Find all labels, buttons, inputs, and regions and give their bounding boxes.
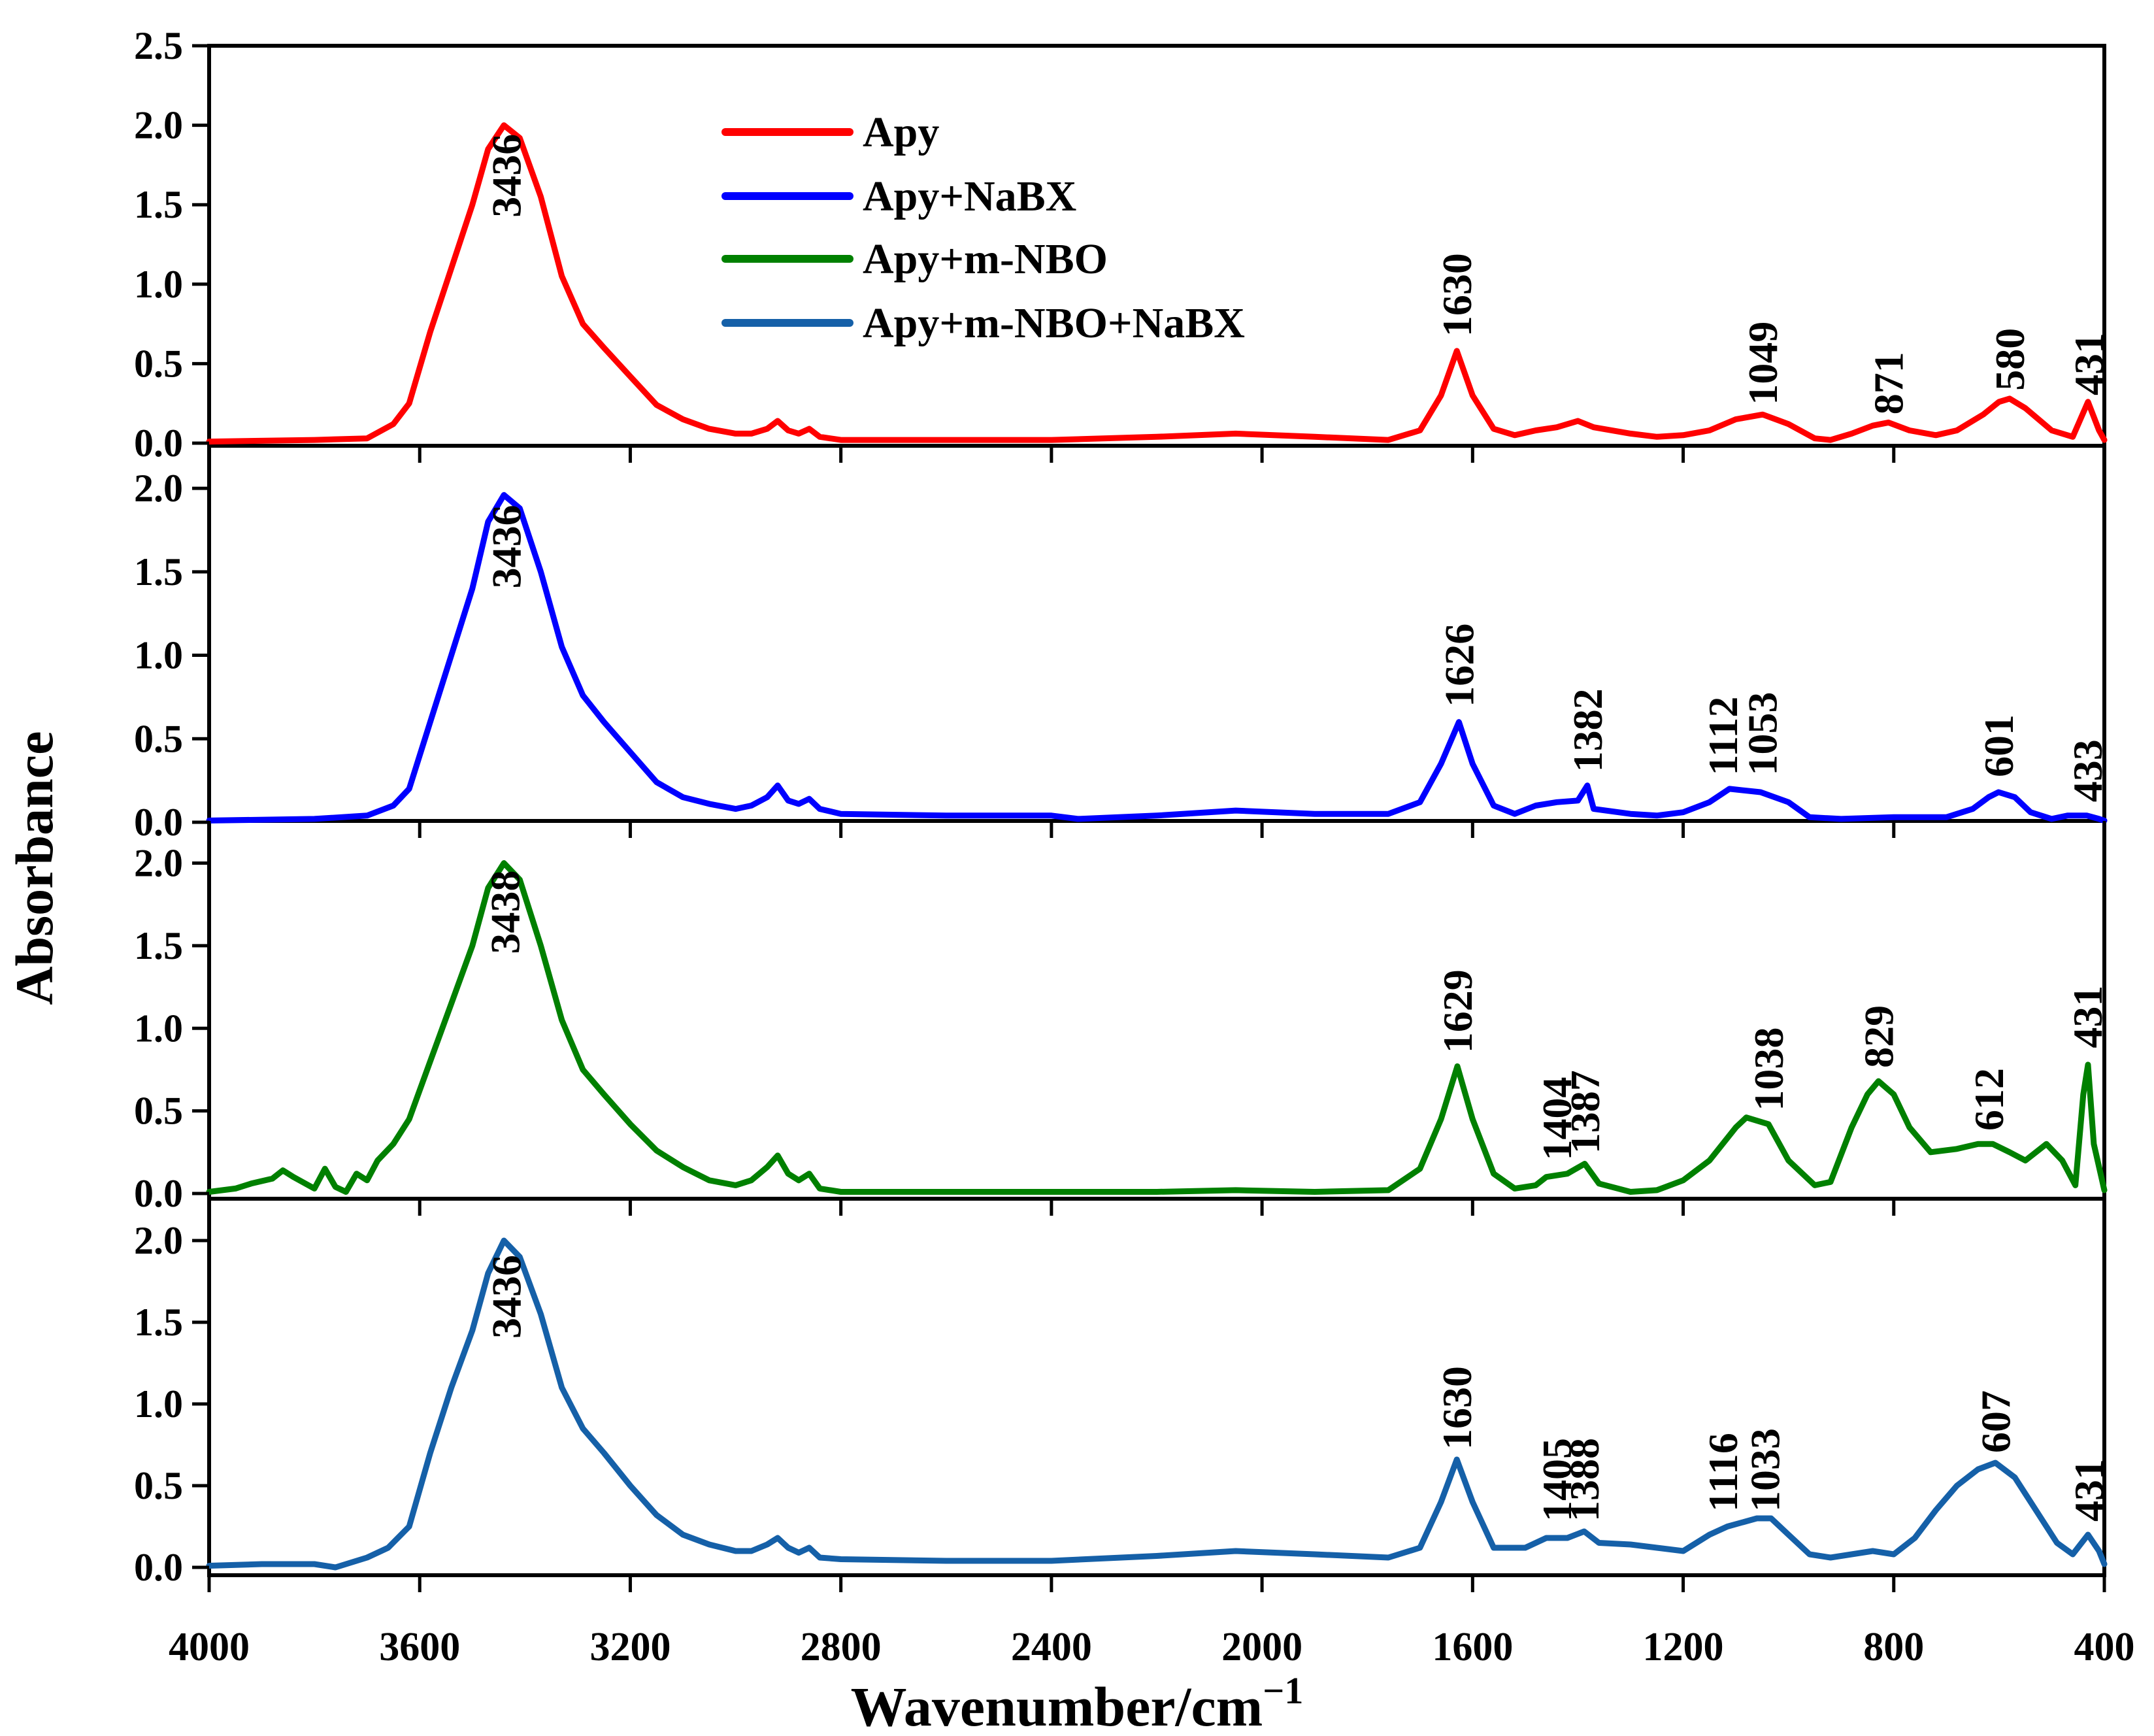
peak-label: 1404 [1534, 1077, 1580, 1161]
legend-label: Apy+m-NBO [863, 235, 1108, 283]
series-line-apy-m-nbo-nabx [206, 1237, 2108, 1571]
peak-label: 3436 [483, 505, 529, 588]
peak-label: 1033 [1742, 1428, 1788, 1512]
x-tick-label: 800 [1863, 1625, 1924, 1669]
peak-label: 1053 [1739, 692, 1785, 776]
y-tick-label: 2.0 [134, 467, 183, 510]
peak-label: 431 [2066, 333, 2112, 395]
peak-label: 1405 [1534, 1438, 1580, 1522]
peak-label: 607 [1972, 1390, 2019, 1453]
y-tick-label: 0.0 [134, 1546, 183, 1589]
y-tick-label: 1.0 [134, 263, 183, 306]
x-axis-ticks: 4000 3600 3200 2800 2400 2000 1600 1200 800 400 [169, 446, 2135, 1669]
peak-label: 3436 [483, 1255, 529, 1339]
x-tick-label: 4000 [169, 1625, 250, 1669]
x-axis-label: Wavenumber/cm−1 [851, 1669, 1304, 1736]
series-line-apy-nabx [206, 492, 2108, 824]
peak-label: 1038 [1746, 1027, 1792, 1111]
peak-label: 1382 [1565, 688, 1611, 772]
legend: Apy Apy+NaBX Apy+m-NBO Apy+m-NBO+NaBX [721, 108, 1245, 347]
panel-frame-4 [207, 1197, 2106, 1577]
panel-frame-1 [207, 44, 2106, 448]
series-line-apy [206, 122, 2108, 445]
peak-label: 1116 [1700, 1433, 1746, 1512]
y-tick-label: 1.0 [134, 1007, 183, 1050]
peak-label: 1630 [1434, 1366, 1480, 1450]
y-tick-label: 1.0 [134, 1382, 183, 1426]
y-tick-label: 1.5 [134, 550, 183, 593]
legend-label: Apy+m-NBO+NaBX [863, 299, 1245, 347]
peak-labels: 3436 1630 1049 871 580 431 3436 1626 1382 1112105… [482, 134, 2112, 1522]
peak-label: 1387 [1562, 1070, 1608, 1154]
x-axis-label-superscript: −1 [1263, 1669, 1303, 1712]
peak-label: 580 [1987, 328, 2033, 391]
x-tick-label: 2000 [1221, 1625, 1302, 1669]
spectra-curves [206, 122, 2108, 1571]
y-tick-label: 0.5 [134, 342, 183, 385]
peak-label: 1626 [1436, 624, 1482, 707]
y-tick-label: 0.5 [134, 1090, 183, 1133]
y-axis-label: Absorbance [5, 731, 64, 1005]
y-tick-label: 0.0 [134, 422, 183, 465]
peak-label: 433 [2064, 739, 2111, 802]
x-axis-label-main: Wavenumber/cm [851, 1675, 1263, 1736]
y-tick-label: 1.5 [134, 1301, 183, 1344]
peak-label: 1629 [1434, 969, 1481, 1053]
panel-frames [207, 44, 2106, 1577]
peak-label: 431 [2066, 1459, 2112, 1522]
y-axis-ticks: 0.00.51.01.52.02.50.00.51.01.52.00.00.51… [134, 24, 209, 1589]
peak-label: 1630 [1434, 253, 1480, 337]
x-tick-label: 2800 [801, 1625, 882, 1669]
x-tick-label: 400 [2074, 1625, 2135, 1669]
legend-label: Apy [863, 108, 939, 156]
y-tick-label: 1.0 [134, 634, 183, 677]
x-tick-label: 3200 [589, 1625, 671, 1669]
series-line-apy-m-nbo [206, 860, 2108, 1195]
peak-label: 1112 [1700, 697, 1746, 776]
panel-frame-2 [207, 444, 2106, 823]
peak-label: 612 [1966, 1068, 2012, 1131]
x-tick-label: 3600 [379, 1625, 460, 1669]
peak-label: 431 [2064, 986, 2111, 1048]
y-tick-label: 0.5 [134, 1464, 183, 1507]
y-tick-label: 2.0 [134, 104, 183, 147]
legend-label: Apy+NaBX [863, 173, 1076, 220]
y-tick-label: 2.0 [134, 1219, 183, 1262]
y-tick-label: 1.5 [134, 924, 183, 967]
y-tick-label: 0.0 [134, 1172, 183, 1215]
y-tick-label: 1.5 [134, 183, 183, 226]
peak-label: 3436 [483, 134, 529, 218]
peak-label: 601 [1976, 714, 2022, 777]
x-tick-label: 1600 [1432, 1625, 1513, 1669]
peak-label: 871 [1866, 352, 1912, 414]
peak-label: 1049 [1740, 322, 1786, 405]
y-tick-label: 0.5 [134, 717, 183, 760]
y-tick-label: 0.0 [134, 801, 183, 844]
peak-label: 3438 [482, 871, 529, 954]
peak-label: 1388 [1561, 1438, 1608, 1522]
x-tick-label: 1200 [1643, 1625, 1724, 1669]
peak-label: 829 [1855, 1005, 1902, 1068]
x-tick-label: 2400 [1011, 1625, 1092, 1669]
y-tick-label: 2.5 [134, 24, 183, 67]
y-tick-label: 2.0 [134, 842, 183, 885]
